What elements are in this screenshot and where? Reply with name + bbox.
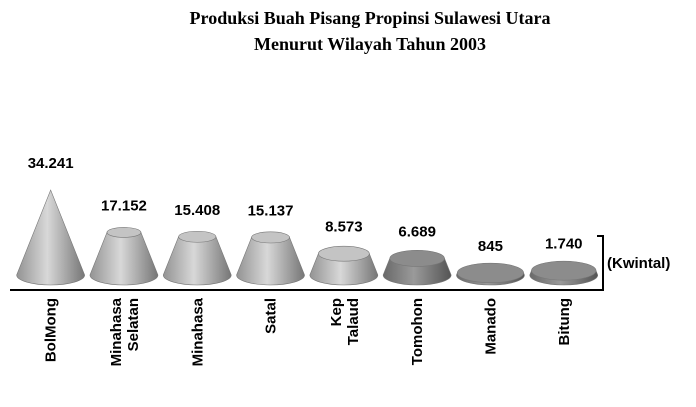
- cone: [16, 189, 85, 286]
- value-label: 34.241: [28, 155, 74, 172]
- value-label: 15.137: [248, 202, 294, 219]
- cone: [309, 253, 379, 286]
- y-axis-label: (Kwintal): [607, 255, 670, 272]
- cone-top: [456, 262, 524, 283]
- x-tick-label: Satal: [263, 298, 280, 334]
- value-label: 6.689: [398, 223, 436, 240]
- value-label: 17.152: [101, 197, 147, 214]
- cone: [236, 237, 305, 286]
- x-tick-label: Manado: [482, 298, 499, 355]
- x-tick-label: BolMong: [43, 298, 60, 362]
- chart-subtitle: Menurut Wilayah Tahun 2003: [254, 34, 486, 54]
- x-tick-label: Tomohon: [409, 298, 426, 365]
- value-label: 845: [478, 238, 503, 255]
- axis-bracket: [597, 235, 604, 291]
- x-tick-label: Kep Talaud: [328, 298, 362, 349]
- cone-top: [178, 230, 217, 243]
- cone-top: [531, 260, 597, 281]
- x-tick-label: Bitung: [556, 298, 573, 345]
- x-tick-label: Minahasa Selatan: [108, 297, 142, 366]
- cone-top: [251, 231, 290, 244]
- cone: [382, 258, 452, 286]
- cone-top: [106, 227, 142, 238]
- cone: [162, 236, 232, 286]
- value-label: 1.740: [545, 236, 583, 253]
- value-label: 15.408: [174, 202, 220, 219]
- value-label: 8.573: [325, 219, 363, 236]
- chart-title: Produksi Buah Pisang Propinsi Sulawesi U…: [190, 8, 551, 28]
- cone-top: [389, 250, 445, 267]
- cone-top: [318, 245, 370, 262]
- cone: [89, 232, 159, 286]
- x-tick-label: Minahasa: [189, 297, 206, 366]
